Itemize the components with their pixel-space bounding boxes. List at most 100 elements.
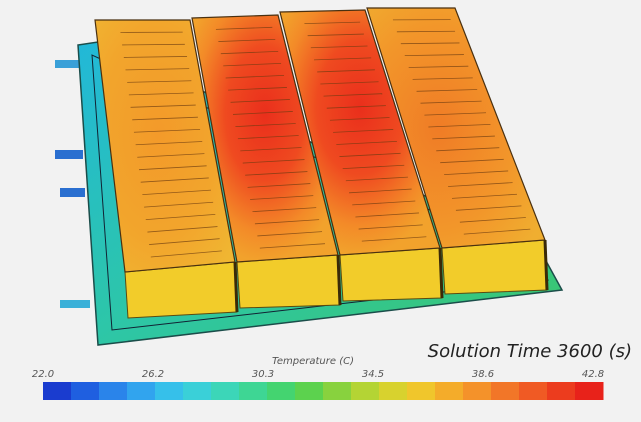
cell-line xyxy=(342,164,405,170)
cell-line xyxy=(333,129,394,133)
cell-line xyxy=(313,57,372,61)
cell-line xyxy=(133,128,201,133)
colorbar: 22.0 26.2 30.3 34.5 38.6 42.8 xyxy=(32,369,604,400)
colorbar-segment xyxy=(519,382,548,400)
cell-line xyxy=(304,21,361,24)
cell-line xyxy=(132,116,198,121)
cell-line xyxy=(254,219,320,225)
cell-line xyxy=(352,200,416,206)
cell-line xyxy=(225,75,285,79)
cell-line xyxy=(125,68,190,71)
cell-line xyxy=(127,80,192,83)
module-front xyxy=(339,247,443,302)
cell-line xyxy=(122,43,185,46)
colorbar-label: 30.3 xyxy=(252,369,274,380)
cell-line xyxy=(130,104,196,108)
colorbar-segment xyxy=(183,382,212,400)
cell-line xyxy=(396,30,456,33)
cell-line xyxy=(218,38,276,42)
colorbar-segment xyxy=(267,382,296,400)
colorbar-segment xyxy=(323,382,352,400)
colorbar-segment xyxy=(379,382,408,400)
cell-line xyxy=(147,226,218,233)
modules xyxy=(94,7,549,319)
cell-line xyxy=(259,243,326,249)
module-front xyxy=(236,254,341,309)
cell-line xyxy=(432,135,495,140)
colorbar-label: 42.8 xyxy=(582,369,604,380)
module-edge xyxy=(233,261,239,313)
cell-line xyxy=(323,93,383,97)
colorbar-segment xyxy=(435,382,464,400)
cell-line xyxy=(230,99,290,103)
colorbar-segment xyxy=(575,382,604,400)
cell-line xyxy=(150,250,222,258)
cell-line xyxy=(310,45,368,49)
cell-line xyxy=(358,224,423,230)
colorbar-label: 26.2 xyxy=(142,369,164,380)
cell-line xyxy=(355,212,420,218)
cell-line xyxy=(444,170,509,175)
colorbar-segment xyxy=(351,382,380,400)
cell-line xyxy=(459,217,526,223)
cell-line xyxy=(404,54,464,56)
cell-line xyxy=(326,105,386,109)
cell-line xyxy=(145,214,216,220)
cell-line xyxy=(451,193,518,199)
colorbar-segment xyxy=(155,382,184,400)
colorbar-segment xyxy=(295,382,324,400)
module-edge xyxy=(336,254,342,306)
cell-line xyxy=(336,140,397,145)
cell-line xyxy=(448,182,513,187)
cell-line xyxy=(245,171,308,176)
colorbar-label: 38.6 xyxy=(472,369,494,380)
cell-line xyxy=(400,42,460,45)
colorbar-title: Temperature (C) xyxy=(272,356,354,367)
colorbar-segment xyxy=(211,382,240,400)
cell-line xyxy=(215,26,273,30)
colorbar-segment xyxy=(547,382,576,400)
module-edge xyxy=(543,239,549,291)
cell-line xyxy=(247,183,311,188)
cell-line xyxy=(228,87,287,91)
cell-line xyxy=(408,65,469,68)
cell-line xyxy=(250,195,314,200)
cell-line xyxy=(140,177,209,183)
cell-line xyxy=(142,189,211,196)
cell-line xyxy=(424,112,487,116)
cell-line xyxy=(242,159,305,164)
colorbar-label: 22.0 xyxy=(32,369,54,380)
cell-line xyxy=(237,135,299,140)
pipes xyxy=(55,60,90,308)
colorbar-segment xyxy=(127,382,156,400)
cell-line xyxy=(240,147,302,152)
cell-line xyxy=(138,165,207,171)
cell-line xyxy=(455,205,522,211)
cell-line xyxy=(420,100,482,104)
cell-line xyxy=(149,238,220,245)
colorbar-segment xyxy=(71,382,100,400)
module-edge xyxy=(438,247,444,299)
cell-line xyxy=(428,124,491,128)
colorbar-segment xyxy=(463,382,492,400)
solution-time: Solution Time 3600 (s) xyxy=(428,341,632,362)
cell-line xyxy=(144,201,214,208)
colorbar-segment xyxy=(43,382,72,400)
cell-line xyxy=(339,152,401,157)
cell-line xyxy=(135,141,203,146)
cell-line xyxy=(329,117,390,121)
cell-line xyxy=(123,56,188,58)
cell-line xyxy=(416,89,478,92)
cell-line xyxy=(412,77,473,80)
colorbar-segment xyxy=(491,382,520,400)
cell-line xyxy=(440,158,504,164)
colorbar-segment xyxy=(407,382,436,400)
cell-line xyxy=(345,176,408,182)
cell-line xyxy=(307,33,364,37)
colorbar-segment xyxy=(99,382,128,400)
cell-line xyxy=(361,236,427,242)
cell-line xyxy=(317,69,375,73)
cell-line xyxy=(128,92,194,96)
